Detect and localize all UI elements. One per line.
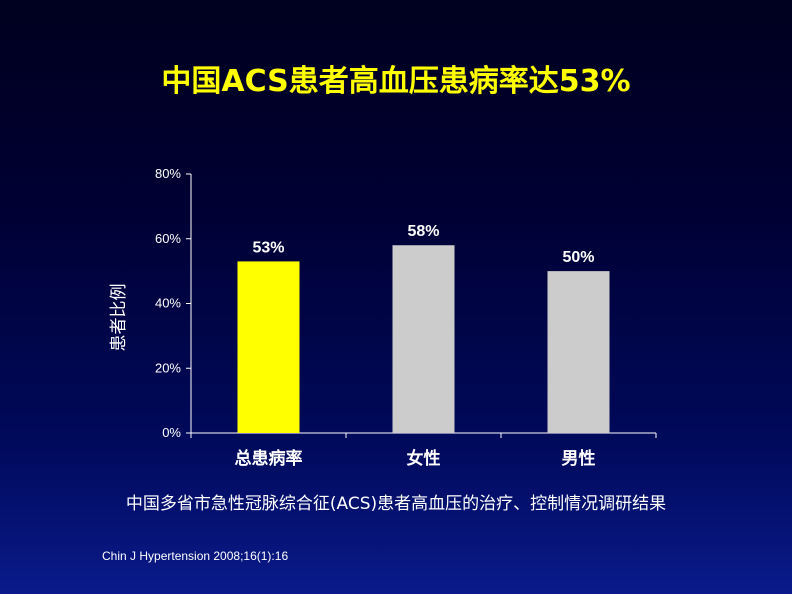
y-tick-label: 40% (155, 296, 181, 311)
data-label: 53% (252, 239, 284, 256)
y-tick-label: 80% (155, 166, 181, 181)
bar-1 (237, 261, 300, 433)
x-category-label: 女性 (407, 448, 441, 469)
data-label: 58% (407, 223, 439, 240)
citation: Chin J Hypertension 2008;16(1):16 (102, 549, 289, 563)
y-tick-label: 0% (162, 425, 181, 440)
y-tick-label: 60% (155, 231, 181, 246)
y-axis-title: 患者比例 (109, 284, 129, 352)
bar-3 (547, 271, 610, 433)
x-category-label: 男性 (562, 448, 596, 469)
slide-title: 中国ACS患者高血压患病率达53% (161, 64, 631, 99)
bar-2 (392, 245, 455, 433)
x-category-label: 总患病率 (235, 448, 303, 469)
slide-subtitle: 中国多省市急性冠脉综合征(ACS)患者高血压的治疗、控制情况调研结果 (125, 494, 667, 514)
data-label: 50% (562, 249, 594, 266)
y-tick-label: 20% (155, 360, 181, 375)
